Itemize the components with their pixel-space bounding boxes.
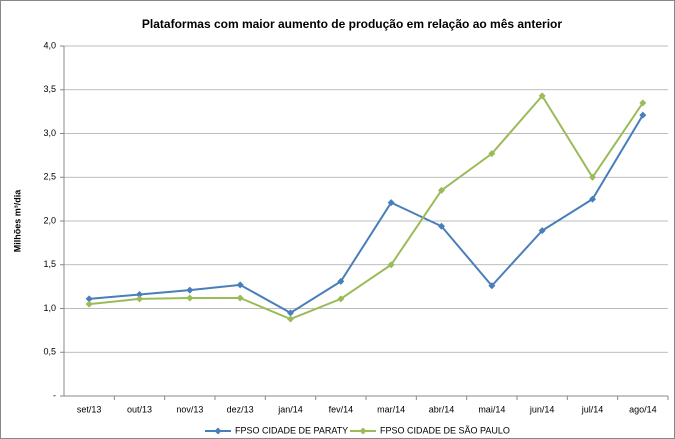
marker [589,173,596,181]
marker [488,282,496,290]
y-tick-label: 0,5 [43,347,56,357]
series-line [89,94,644,321]
x-tick-label: jan/14 [277,404,303,414]
y-tick-label: 3,0 [43,128,56,138]
marker [639,99,647,107]
y-tick-label: 3,5 [43,84,56,94]
chart-title: Plataformas com maior aumento de produçã… [142,17,562,31]
marker [287,309,294,317]
y-tick-label: 1,5 [43,259,56,269]
x-tick-label: ago/14 [629,404,657,414]
x-tick-label: jul/14 [581,404,604,414]
y-tick-label: 2,0 [43,215,56,225]
marker [136,291,143,298]
marker [236,281,244,289]
legend-marker [214,427,222,435]
marker [287,315,294,323]
y-tick-label: - [53,390,56,400]
marker [488,150,496,158]
x-tick-label: fev/14 [329,404,354,414]
x-tick-label: set/13 [77,404,102,414]
marker [186,294,194,302]
x-tick-label: mar/14 [377,404,405,414]
marker [538,92,546,100]
y-tick-label: 2,5 [43,172,56,182]
marker [85,300,93,308]
x-tick-label: jun/14 [529,404,555,414]
x-tick-label: out/13 [127,404,152,414]
marker [438,222,445,230]
marker [387,261,395,269]
y-axis-title: Milhões m³/dia [12,189,22,253]
y-tick-label: 1,0 [43,303,56,313]
x-tick-label: mai/14 [478,404,505,414]
marker [337,277,345,285]
x-tick-label: dez/13 [227,404,254,414]
y-tick-label: 4,0 [43,40,56,50]
legend-label: FPSO CIDADE DE SÃO PAULO [380,425,510,435]
marker [85,295,93,303]
marker [387,199,395,207]
marker [538,227,546,235]
marker [337,295,345,303]
legend-marker [359,427,367,435]
series-line [89,114,644,315]
marker [589,195,596,203]
marker [236,294,244,302]
x-tick-label: abr/14 [429,404,455,414]
marker [136,295,143,303]
marker [639,111,647,119]
marker [438,186,445,194]
marker [186,286,194,294]
legend-label: FPSO CIDADE DE PARATY [235,425,348,435]
x-tick-label: nov/13 [176,404,203,414]
